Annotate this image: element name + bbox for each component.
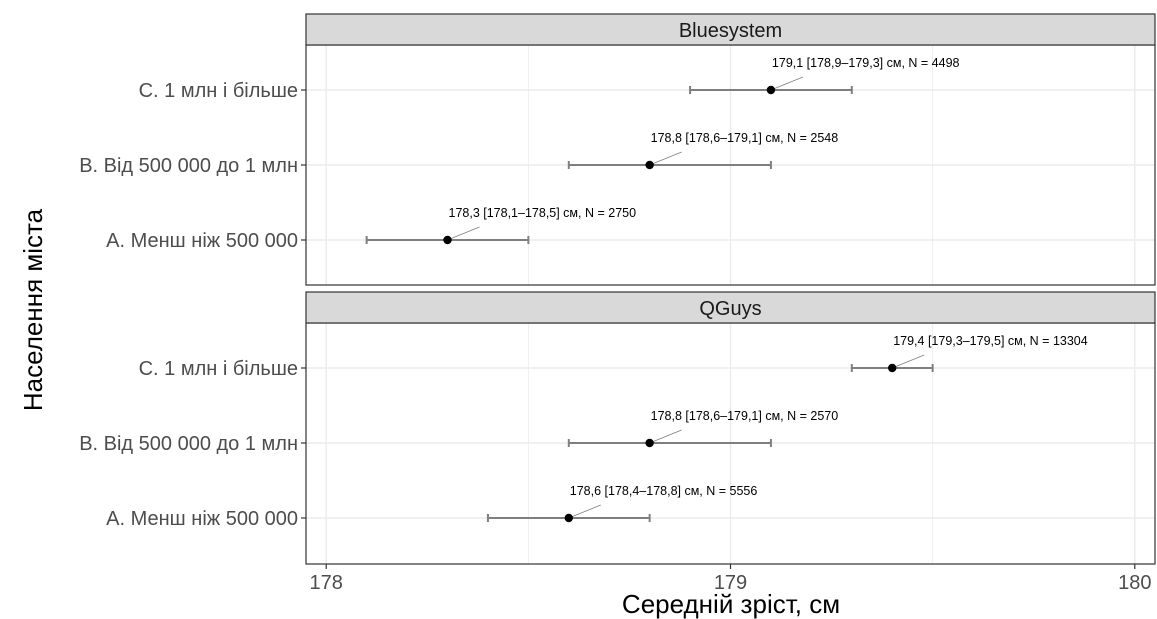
chart-panels: C. 1 млн і більше B. Від 500 000 до 1 млн… [79, 13, 1156, 565]
label-leader-line [892, 354, 925, 369]
data-label: 179,1 [178,9–179,3] см, N = 4498 [772, 56, 960, 70]
panel: C. 1 млн і більше B. Від 500 000 до 1 млн… [79, 291, 1156, 565]
facet-strip [305, 291, 1156, 324]
category-label: B. Від 500 000 до 1 млн [79, 155, 298, 177]
data-point [645, 438, 654, 448]
label-leader-line [649, 429, 682, 444]
data-label: 178,3 [178,1–178,5] см, N = 2750 [449, 206, 637, 220]
data-point [645, 160, 654, 170]
facet-strip [305, 13, 1156, 46]
data-label: 179,4 [179,3–179,5] см, N = 13304 [893, 334, 1088, 348]
panel: C. 1 млн і більше B. Від 500 000 до 1 млн… [79, 13, 1156, 286]
label-leader-line [770, 76, 804, 91]
facet-strip-label: QGuys [699, 298, 761, 320]
category-label: B. Від 500 000 до 1 млн [79, 433, 298, 455]
data-label: 178,8 [178,6–179,1] см, N = 2570 [651, 409, 839, 423]
x-axis: 178 179 180 [310, 564, 1151, 594]
label-leader-line [568, 504, 601, 519]
data-point [443, 235, 452, 245]
category-label: A. Менш ніж 500 000 [106, 508, 298, 530]
x-tick-label: 178 [310, 572, 343, 594]
data-point [564, 513, 573, 523]
x-tick-label: 180 [1118, 572, 1151, 594]
facet-strip-label: Bluesystem [679, 20, 782, 42]
y-axis-title: Населення міста [18, 208, 48, 411]
data-point [766, 85, 776, 95]
x-axis-title: Середній зріст, см [622, 589, 840, 619]
x-tick-label: 179 [714, 572, 747, 594]
category-label: C. 1 млн і більше [139, 80, 298, 102]
category-label: A. Менш ніж 500 000 [106, 230, 298, 252]
label-leader-line [447, 226, 480, 241]
data-label: 178,6 [178,4–178,8] см, N = 5556 [570, 484, 758, 498]
data-point [888, 363, 897, 373]
label-leader-line [649, 151, 682, 166]
data-label: 178,8 [178,6–179,1] см, N = 2548 [651, 131, 839, 145]
category-label: C. 1 млн і більше [139, 358, 298, 380]
